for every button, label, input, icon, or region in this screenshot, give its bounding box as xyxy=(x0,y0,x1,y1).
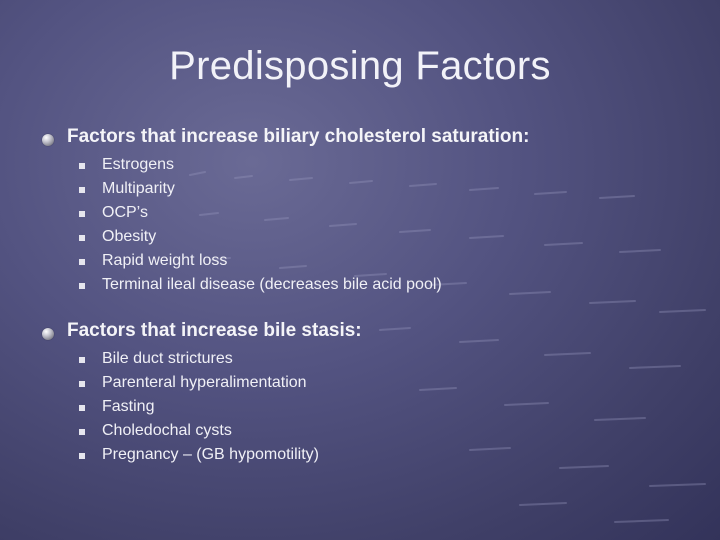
list-item-text: Choledochal cysts xyxy=(102,422,232,439)
list-item: Multiparity xyxy=(79,178,702,202)
list-item-text: Terminal ileal disease (decreases bile a… xyxy=(102,276,442,293)
list-item-text: Parenteral hyperalimentation xyxy=(102,374,307,391)
square-bullet-icon xyxy=(79,429,85,435)
square-bullet-icon xyxy=(79,187,85,193)
square-bullet-icon xyxy=(79,211,85,217)
list-item: Choledochal cysts xyxy=(79,420,702,444)
square-bullet-icon xyxy=(79,453,85,459)
slide-title: Predisposing Factors xyxy=(169,44,551,88)
square-bullet-icon xyxy=(79,381,85,387)
section-heading-row: Factors that increase biliary cholestero… xyxy=(42,126,702,154)
square-bullet-icon xyxy=(79,283,85,289)
list-item: Fasting xyxy=(79,396,702,420)
section-cholesterol-saturation: Factors that increase biliary cholestero… xyxy=(42,126,702,298)
section-heading: Factors that increase biliary cholestero… xyxy=(67,126,530,147)
list-item: Pregnancy – (GB hypomotility) xyxy=(79,444,702,468)
square-bullet-icon xyxy=(79,163,85,169)
square-bullet-icon xyxy=(79,357,85,363)
list-item-text: Obesity xyxy=(102,228,157,245)
list-item: Bile duct strictures xyxy=(79,348,702,372)
factor-list: Bile duct strictures Parenteral hyperali… xyxy=(42,348,702,468)
list-item: Rapid weight loss xyxy=(79,250,702,274)
list-item-text: OCP’s xyxy=(102,204,148,221)
list-item-text: Bile duct strictures xyxy=(102,350,233,367)
list-item: Parenteral hyperalimentation xyxy=(79,372,702,396)
square-bullet-icon xyxy=(79,405,85,411)
list-item-text: Multiparity xyxy=(102,180,175,197)
section-heading: Factors that increase bile stasis: xyxy=(67,320,362,341)
list-item-text: Estrogens xyxy=(102,156,175,173)
square-bullet-icon xyxy=(79,235,85,241)
section-heading-row: Factors that increase bile stasis: xyxy=(42,320,702,348)
sphere-bullet-icon xyxy=(42,328,54,340)
list-item: Obesity xyxy=(79,226,702,250)
list-item-text: Pregnancy – (GB hypomotility) xyxy=(102,446,319,463)
list-item: Terminal ileal disease (decreases bile a… xyxy=(79,274,702,298)
list-item: OCP’s xyxy=(79,202,702,226)
list-item-text: Rapid weight loss xyxy=(102,252,228,269)
square-bullet-icon xyxy=(79,259,85,265)
list-item-text: Fasting xyxy=(102,398,155,415)
sphere-bullet-icon xyxy=(42,134,54,146)
list-item: Estrogens xyxy=(79,154,702,178)
section-bile-stasis: Factors that increase bile stasis: Bile … xyxy=(42,320,702,468)
factor-list: Estrogens Multiparity OCP’s Obesity Rapi… xyxy=(42,154,702,298)
